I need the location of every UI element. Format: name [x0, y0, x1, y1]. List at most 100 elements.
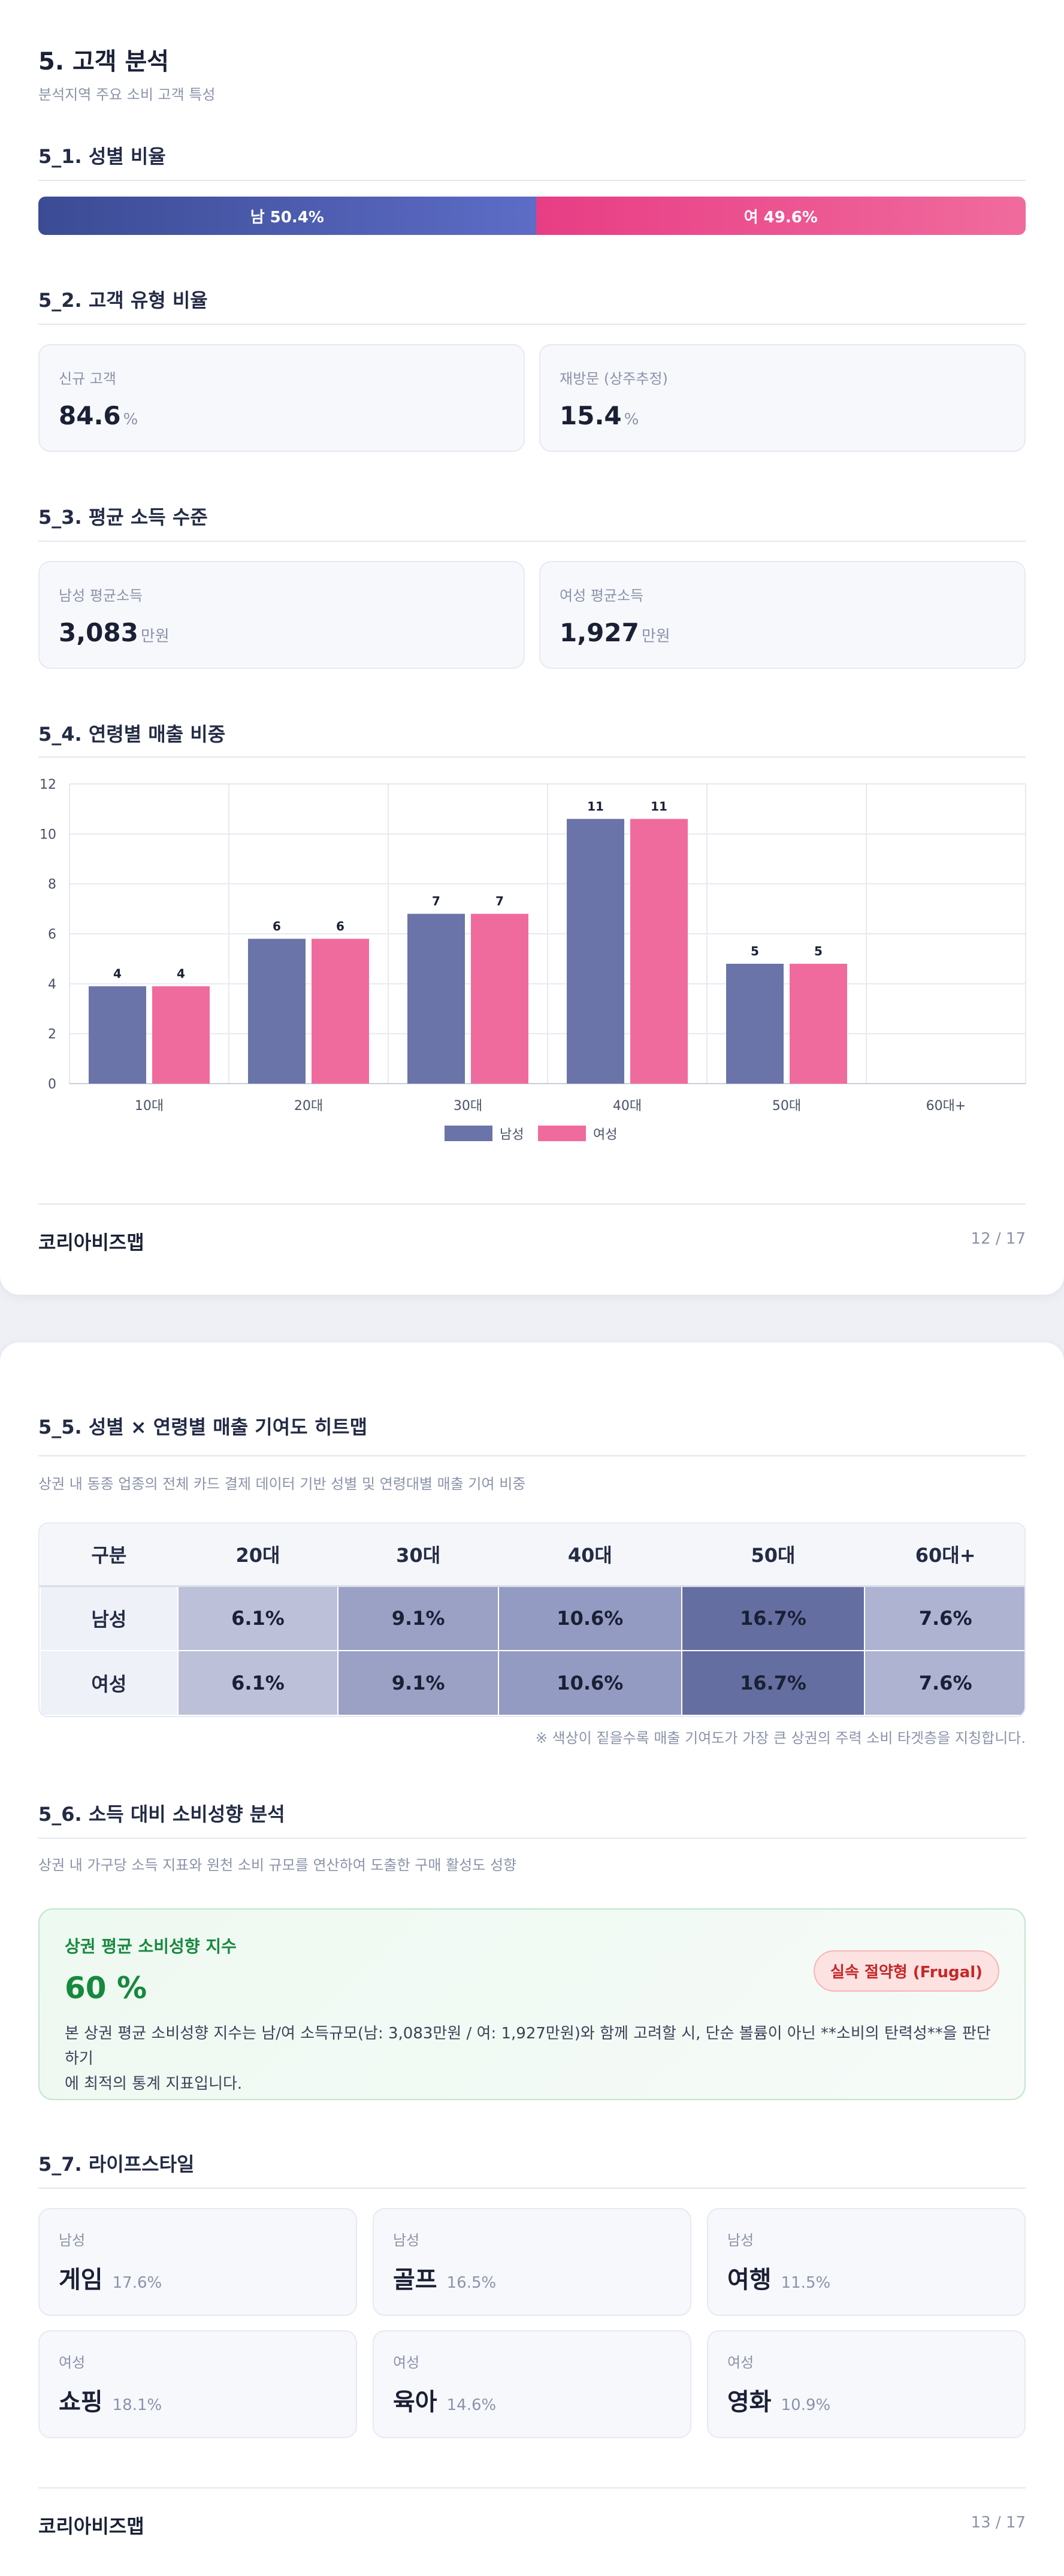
footer-divider [38, 2487, 1026, 2488]
lifestyle-name: 영화 [727, 2388, 772, 2416]
lifestyle-card: 남성 골프 16.5% [373, 2208, 691, 2316]
lifestyle-pct: 17.6% [112, 2274, 162, 2292]
stat-value: 15.4% [560, 401, 639, 430]
stat-label: 여성 평균소득 [560, 587, 644, 604]
bar-data-label: 7 [495, 894, 504, 909]
heatmap-note: ※ 색상이 짙을수록 매출 기여도가 가장 큰 상권의 주력 소비 타겟층을 지… [535, 1730, 1026, 1747]
y-tick-label: 0 [48, 1077, 56, 1092]
header-corner: 구분 [40, 1524, 178, 1587]
lifestyle-gender: 여성 [727, 2354, 754, 2371]
bar-male [567, 819, 624, 1084]
y-tick-label: 8 [48, 877, 56, 892]
age-sales-bar-chart: 0 2 4 6 8 10 12 4 4 10대 6 6 20대 7 7 30대 11 11 40대 5 5 50대 60대+… [40, 777, 1026, 1142]
consumption-description: 상권 내 가구당 소득 지표와 원천 소비 규모를 연산하여 도출한 구매 활성… [38, 1857, 517, 1874]
bar-data-label: 6 [336, 919, 344, 933]
divider [38, 324, 1026, 325]
header-col: 40대 [498, 1524, 682, 1587]
lifestyle-title: 5_7. 라이프스타일 [38, 2153, 195, 2176]
report-page-13: 5_5. 성별 × 연령별 매출 기여도 히트맵 상권 내 동종 업종의 전체 … [0, 1343, 1064, 2576]
heatmap-table-wrapper: 구분 20대 30대 40대 50대 60대+ 남성 6.1% 9.1% 10.… [38, 1522, 1026, 1717]
consumption-box-title: 상권 평균 소비성향 지수 [65, 1936, 237, 1956]
lifestyle-pct: 11.5% [781, 2274, 831, 2292]
bar-female [790, 964, 847, 1084]
bar-female [471, 913, 528, 1084]
consumption-index-value: 60 % [65, 1971, 147, 2005]
income-level-title: 5_3. 평균 소득 수준 [38, 506, 208, 529]
heatmap-cell: 9.1% [337, 1650, 499, 1716]
consumption-type-badge: 실속 절약형 (Frugal) [814, 1950, 999, 1992]
y-tick-label: 2 [48, 1027, 56, 1042]
y-tick-label: 12 [40, 777, 56, 792]
consumption-explanation: 본 상권 평균 소비성향 지수는 남/여 소득규모(남: 3,083만원 / 여… [65, 2025, 991, 2093]
x-tick-label: 30대 [454, 1099, 482, 1114]
heatmap-table: 구분 20대 30대 40대 50대 60대+ 남성 6.1% 9.1% 10.… [40, 1524, 1024, 1716]
x-tick-label: 60대+ [926, 1099, 966, 1114]
bar-female [152, 986, 210, 1084]
gender-ratio-title: 5_1. 성별 비율 [38, 145, 166, 168]
heatmap-cell: 10.6% [497, 1585, 682, 1651]
x-tick-label: 20대 [294, 1099, 323, 1114]
bar-female [630, 819, 688, 1084]
footer-brand: 코리아비즈맵 [38, 1231, 144, 1254]
male-ratio-segment: 남 50.4% [38, 197, 536, 235]
bar-data-label: 11 [587, 799, 604, 813]
lifestyle-name: 쇼핑 [59, 2388, 103, 2416]
stat-label: 남성 평균소득 [59, 587, 143, 604]
bar-male [248, 939, 306, 1084]
stat-value: 1,927 만원 [560, 618, 670, 647]
bar-male [89, 986, 146, 1084]
heatmap-cell: 7.6% [864, 1585, 1024, 1651]
heatmap-cell: 10.6% [497, 1650, 682, 1716]
consumption-index-box: 상권 평균 소비성향 지수 60 % 실속 절약형 (Frugal) 본 상권 … [38, 1908, 1026, 2100]
footer-brand: 코리아비즈맵 [38, 2515, 144, 2538]
x-tick-label: 50대 [772, 1099, 801, 1114]
page-number: 13 / 17 [971, 2514, 1026, 2532]
heatmap-cell: 6.1% [177, 1650, 339, 1716]
bar-data-label: 5 [814, 944, 823, 958]
table-row: 여성 6.1% 9.1% 10.6% 16.7% 7.6% [40, 1650, 1024, 1716]
heatmap-cell: 16.7% [681, 1650, 866, 1716]
lifestyle-card: 남성 여행 11.5% [707, 2208, 1026, 2316]
row-header: 여성 [40, 1650, 179, 1716]
bar-male [407, 913, 465, 1084]
heatmap-cell: 16.7% [681, 1585, 866, 1651]
bar-data-label: 11 [651, 799, 667, 813]
lifestyle-name: 골프 [393, 2266, 437, 2294]
lifestyle-gender: 여성 [393, 2354, 420, 2371]
bar-female [312, 939, 369, 1084]
header-col: 60대+ [864, 1524, 1024, 1587]
consumption-title: 5_6. 소득 대비 소비성향 분석 [38, 1803, 285, 1826]
female-ratio-segment: 여 49.6% [536, 197, 1026, 235]
heatmap-header-row: 구분 20대 30대 40대 50대 60대+ [40, 1524, 1024, 1587]
legend-label: 남성 [500, 1127, 524, 1142]
bar-male [726, 964, 784, 1084]
page-title: 5. 고객 분석 [38, 48, 170, 76]
legend-swatch [445, 1126, 492, 1141]
divider [38, 541, 1026, 542]
divider [38, 1455, 1026, 1456]
divider [38, 2188, 1026, 2189]
lifestyle-pct: 14.6% [446, 2396, 497, 2414]
heatmap-cell: 9.1% [337, 1585, 499, 1651]
heatmap-cell: 6.1% [177, 1585, 339, 1651]
legend-label: 여성 [593, 1127, 617, 1142]
lifestyle-name: 게임 [59, 2266, 103, 2294]
header-col: 20대 [177, 1524, 338, 1587]
legend-swatch [538, 1126, 586, 1141]
lifestyle-card: 여성 영화 10.9% [707, 2330, 1026, 2438]
lifestyle-card: 남성 게임 17.6% [38, 2208, 357, 2316]
lifestyle-name: 여행 [727, 2266, 772, 2294]
lifestyle-gender: 남성 [727, 2232, 754, 2249]
new-customer-card: 신규 고객 84.6% [38, 344, 525, 452]
stat-value: 3,083 만원 [59, 618, 170, 647]
male-income-card: 남성 평균소득 3,083 만원 [38, 561, 525, 669]
row-header: 남성 [40, 1585, 179, 1651]
stat-label: 신규 고객 [59, 370, 116, 387]
page-subtitle: 분석지역 주요 소비 고객 특성 [38, 86, 216, 103]
header-col: 30대 [338, 1524, 498, 1587]
bar-data-label: 6 [273, 919, 281, 933]
gender-ratio-bar: 남 50.4% 여 49.6% [38, 197, 1026, 235]
stat-label: 재방문 (상주추정) [560, 370, 668, 387]
y-tick-label: 10 [40, 827, 56, 842]
footer-divider [38, 1203, 1026, 1205]
